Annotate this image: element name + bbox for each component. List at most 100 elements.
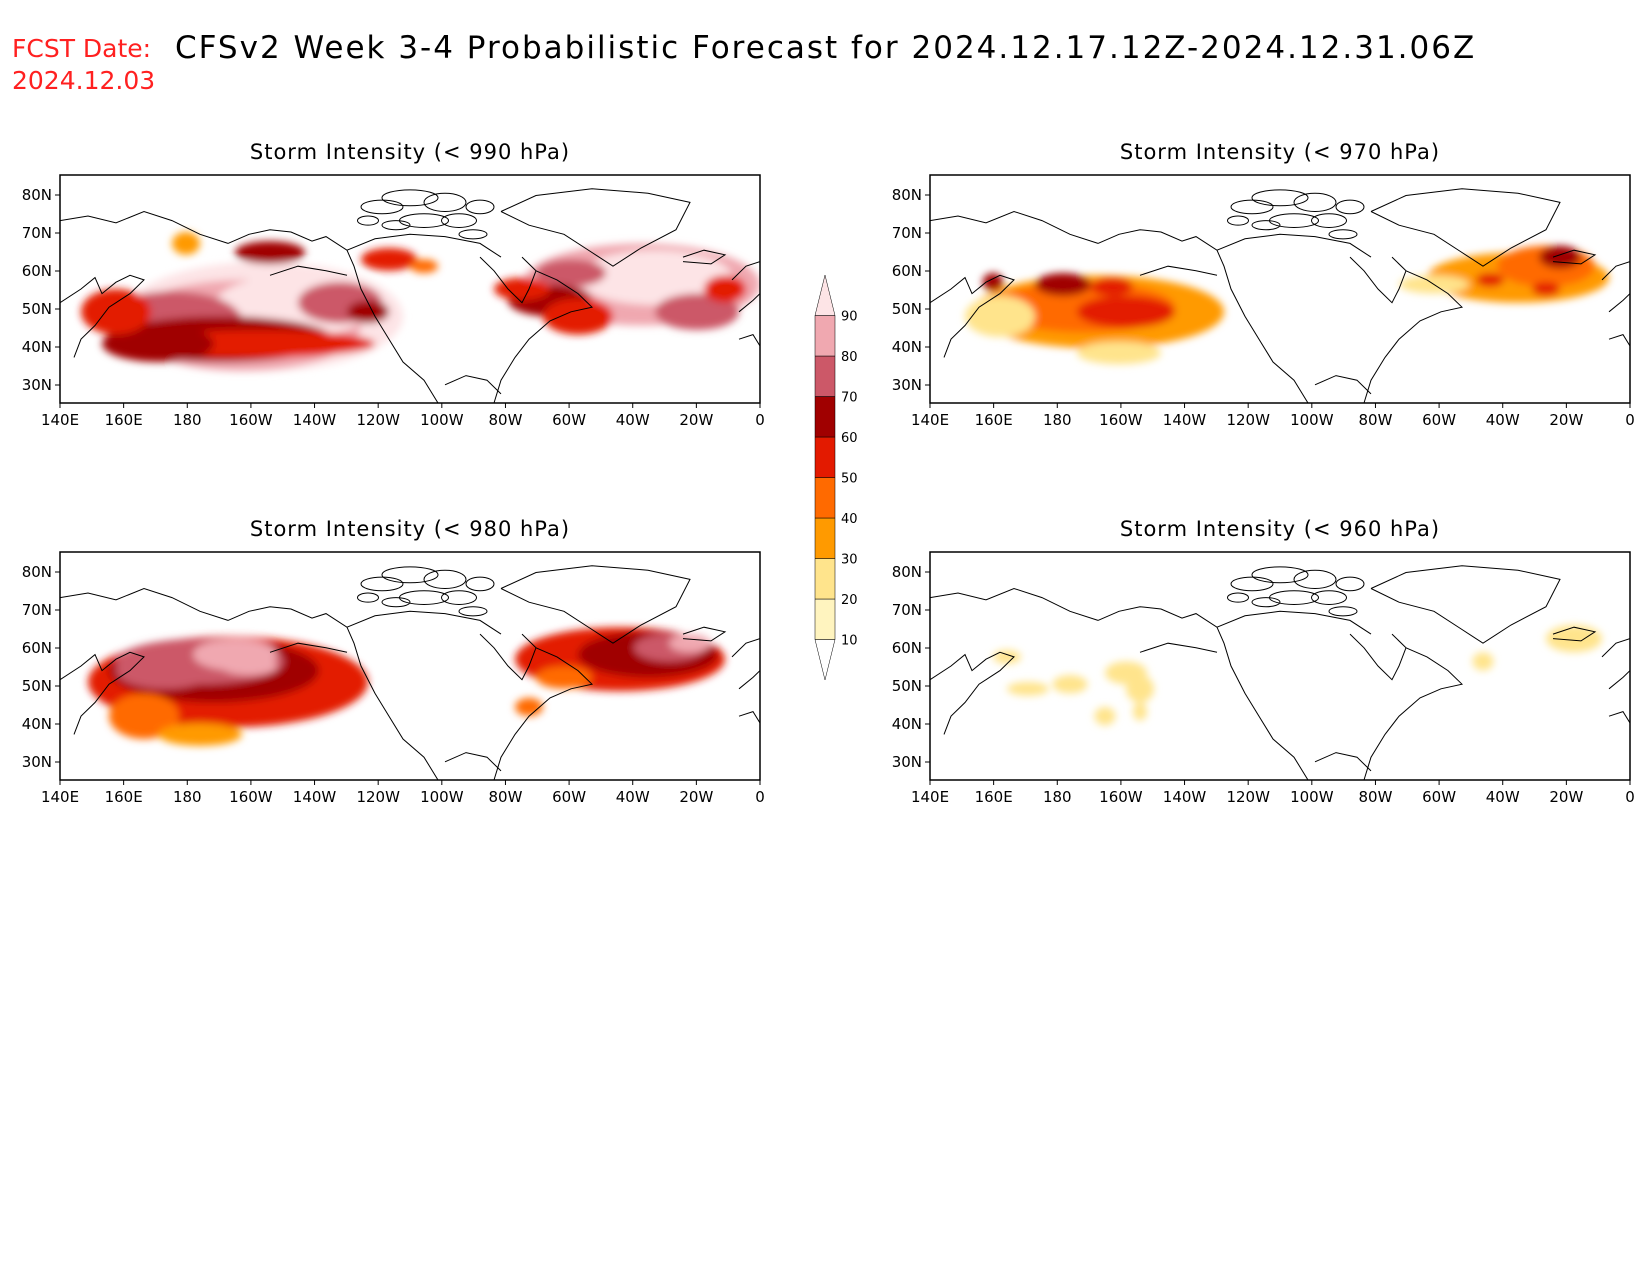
lon-tick-label: 120W: [356, 788, 400, 806]
coastline: [731, 638, 760, 658]
prob-region: [410, 259, 438, 274]
prob-region: [1077, 341, 1161, 365]
prob-region: [1476, 273, 1504, 287]
island: [1227, 215, 1249, 226]
coastline: [1370, 188, 1561, 267]
lon-tick-label: 180: [1043, 411, 1072, 429]
lon-tick-label: 180: [1043, 788, 1072, 806]
coastline: [1608, 334, 1630, 347]
coastline: [738, 670, 760, 690]
island: [1230, 576, 1274, 592]
prob-region: [543, 298, 613, 335]
island: [357, 592, 379, 603]
lat-tick-label: 50N: [892, 677, 922, 695]
coastline: [1363, 270, 1464, 403]
prob-region: [993, 650, 1021, 664]
prob-region: [1091, 277, 1133, 296]
prob-region: [109, 693, 179, 739]
island: [1227, 592, 1249, 603]
colorbar-label: 50: [841, 472, 858, 487]
coastline: [930, 651, 1015, 735]
lon-tick-label: 0: [1625, 411, 1635, 429]
coastline: [1608, 293, 1630, 313]
lat-tick-label: 30N: [22, 376, 52, 394]
coastline: [682, 249, 727, 265]
lon-tick-label: 180: [173, 411, 202, 429]
coastline: [227, 229, 439, 403]
island: [360, 576, 404, 592]
coastline: [60, 210, 229, 244]
probability-field: [965, 245, 1609, 365]
lon-tick-label: 120W: [1226, 788, 1270, 806]
coastline: [1552, 626, 1597, 642]
prob-region: [158, 723, 242, 746]
lon-tick-label: 0: [755, 411, 765, 429]
lon-tick-label: 140W: [293, 411, 337, 429]
island: [1251, 566, 1309, 584]
prob-region: [536, 259, 606, 287]
prob-region: [704, 275, 746, 303]
colorbar-label: 90: [841, 310, 858, 325]
island: [1311, 590, 1347, 605]
island: [1251, 189, 1309, 207]
colorbar-label: 20: [841, 593, 858, 608]
island: [458, 606, 488, 617]
prob-region: [235, 241, 305, 264]
prob-region: [1133, 702, 1147, 721]
colorbar-bin: [814, 274, 836, 316]
lon-tick-label: 80W: [488, 788, 522, 806]
coastline: [227, 606, 439, 780]
prob-region: [221, 656, 277, 676]
lon-tick-label: 60W: [552, 788, 586, 806]
lon-tick-label: 160W: [1099, 411, 1143, 429]
panel-p980: Storm Intensity (< 980 hPa) 140E 160E 180 16…: [22, 517, 765, 806]
prob-region: [172, 232, 200, 255]
coastline: [60, 651, 145, 735]
lon-tick-label: 100W: [1290, 788, 1334, 806]
lat-tick-label: 80N: [22, 186, 52, 204]
map-frame: [59, 551, 761, 781]
lon-tick-label: 40W: [1486, 411, 1520, 429]
prob-region: [515, 697, 543, 717]
island: [423, 192, 467, 212]
lat-tick-label: 70N: [892, 601, 922, 619]
island: [1293, 569, 1337, 589]
prob-region: [347, 300, 389, 324]
prob-region: [494, 277, 550, 301]
colorbar-label: 60: [841, 431, 858, 446]
island: [381, 566, 439, 584]
prob-region: [116, 652, 214, 689]
lon-tick-label: 60W: [1422, 788, 1456, 806]
coastline: [1139, 265, 1218, 276]
lon-tick-label: 120W: [356, 411, 400, 429]
coastline: [493, 647, 594, 780]
coastline: [1370, 565, 1561, 644]
prob-region: [1052, 675, 1088, 694]
coastline: [930, 210, 1099, 244]
prob-region: [655, 293, 739, 331]
lon-tick-label: 100W: [420, 788, 464, 806]
lat-tick-label: 70N: [22, 224, 52, 242]
probability-field: [81, 232, 760, 372]
island: [1230, 199, 1274, 215]
coastlines: [930, 188, 1630, 403]
lon-tick-label: 0: [755, 788, 765, 806]
coastline: [1216, 610, 1372, 635]
lon-tick-label: 20W: [679, 788, 713, 806]
colorbar-bin: [814, 517, 836, 559]
panel-p990: Storm Intensity (< 990 hPa) 140E 160E 180 16…: [22, 140, 765, 429]
coastline: [1139, 642, 1218, 653]
lat-tick-label: 60N: [892, 262, 922, 280]
coastlines: [930, 565, 1630, 780]
colorbar-bin: [814, 558, 836, 600]
lat-tick-label: 40N: [22, 715, 52, 733]
lon-tick-label: 80W: [1358, 788, 1392, 806]
lat-tick-label: 40N: [22, 338, 52, 356]
lon-tick-label: 160E: [975, 411, 1013, 429]
colorbar-bin: [814, 315, 836, 357]
island: [1328, 606, 1358, 617]
coastline: [1608, 670, 1630, 690]
panel-p970: Storm Intensity (< 970 hPa) 140E 160E 180 16…: [892, 140, 1635, 429]
lon-tick-label: 100W: [1290, 411, 1334, 429]
lon-tick-label: 40W: [616, 411, 650, 429]
